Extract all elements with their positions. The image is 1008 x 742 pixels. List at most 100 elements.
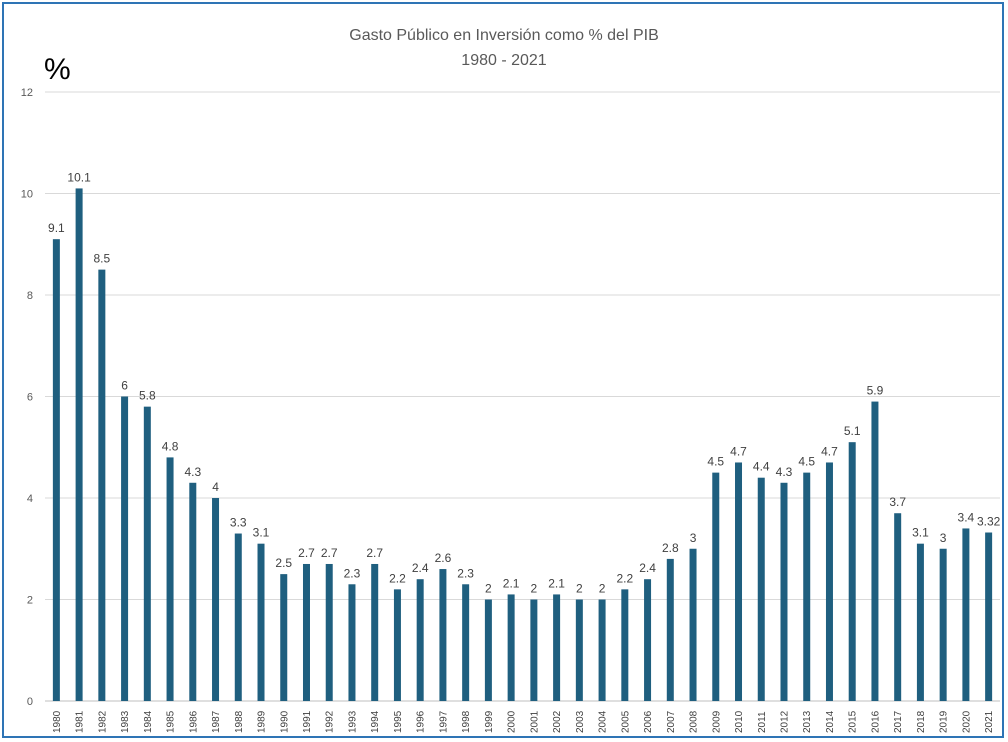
data-label: 2	[531, 582, 538, 596]
bar	[735, 462, 743, 701]
x-tick-label: 2007	[666, 710, 677, 733]
chart-title: Gasto Público en Inversión como % del PI…	[349, 27, 659, 44]
x-tick-label: 2003	[575, 710, 586, 733]
bar	[75, 188, 83, 702]
bar	[803, 472, 811, 701]
x-tick-label: 1991	[302, 710, 313, 733]
x-tick-label: 2019	[939, 710, 950, 733]
x-tick-label: 1985	[166, 710, 177, 733]
bar	[757, 477, 765, 701]
bar	[825, 462, 833, 701]
data-label: 3.7	[889, 495, 906, 509]
x-tick-label: 1990	[279, 710, 290, 733]
data-label: 4.8	[162, 439, 179, 453]
data-label: 2.1	[548, 576, 565, 590]
bar	[939, 548, 947, 701]
x-tick-label: 1996	[416, 710, 427, 733]
data-label: 2.7	[321, 546, 338, 560]
bar	[302, 563, 310, 701]
data-label: 4	[212, 480, 219, 494]
x-tick-label: 1992	[325, 710, 336, 733]
bar	[644, 579, 652, 701]
bar	[598, 599, 606, 701]
x-tick-label: 1989	[257, 710, 268, 733]
x-tick-label: 2017	[893, 710, 904, 733]
bar	[962, 528, 970, 701]
y-tick-label: 8	[27, 290, 33, 302]
data-label: 8.5	[94, 252, 111, 266]
x-tick-label: 2002	[552, 710, 563, 733]
bar	[712, 472, 720, 701]
data-label: 4.3	[776, 465, 793, 479]
data-label: 10.1	[67, 170, 91, 184]
data-label: 3.3	[230, 516, 247, 530]
data-label: 2	[599, 582, 606, 596]
data-label: 4.5	[707, 455, 724, 469]
bar	[985, 532, 993, 701]
y-tick-label: 4	[27, 493, 33, 505]
data-label: 2.4	[412, 561, 429, 575]
bar	[121, 396, 129, 701]
y-tick-label: 0	[27, 696, 33, 708]
data-label: 2.6	[435, 551, 452, 565]
x-tick-label: 2005	[620, 710, 631, 733]
data-label: 4.7	[730, 444, 747, 458]
x-tick-label: 1993	[347, 710, 358, 733]
data-label: 2	[485, 582, 492, 596]
bar	[780, 482, 788, 701]
x-tick-label: 2008	[689, 710, 700, 733]
x-tick-label: 2018	[916, 710, 927, 733]
x-tick-label: 2004	[598, 710, 609, 733]
bar	[462, 584, 470, 701]
x-tick-label: 1994	[370, 710, 381, 733]
x-tick-label: 1999	[484, 710, 495, 733]
bar	[894, 513, 902, 701]
data-label: 3.1	[912, 526, 929, 540]
bar	[371, 563, 379, 701]
x-tick-label: 2015	[848, 710, 859, 733]
x-tick-label: 2011	[757, 711, 768, 733]
x-tick-label: 2006	[643, 710, 654, 733]
data-label: 3.1	[253, 526, 270, 540]
x-tick-label: 1987	[211, 710, 222, 733]
bar	[98, 269, 106, 701]
bar	[689, 548, 697, 701]
data-label: 3.4	[958, 510, 975, 524]
bar	[280, 574, 288, 701]
data-label: 2.7	[366, 546, 383, 560]
bar	[189, 482, 197, 701]
data-label: 4.3	[184, 465, 201, 479]
y-tick-label: 12	[21, 87, 33, 99]
x-tick-label: 2013	[802, 710, 813, 733]
x-tick-label: 2012	[779, 710, 790, 733]
data-label: 6	[121, 379, 128, 393]
bar	[212, 498, 220, 701]
data-label: 5.8	[139, 389, 156, 403]
x-tick-label: 2009	[711, 710, 722, 733]
bar	[416, 579, 424, 701]
data-label: 2.7	[298, 546, 315, 560]
data-label: 3	[940, 531, 947, 545]
bar	[234, 533, 242, 701]
y-tick-label: 10	[21, 189, 33, 201]
x-tick-label: 2020	[961, 710, 972, 733]
data-label: 2.2	[389, 571, 406, 585]
x-tick-label: 2014	[825, 710, 836, 733]
bar	[530, 599, 538, 701]
x-tick-label: 1980	[52, 710, 63, 733]
bar	[553, 594, 561, 701]
x-tick-label: 1986	[188, 710, 199, 733]
data-label: 9.1	[48, 221, 65, 235]
chart-subtitle: 1980 - 2021	[461, 52, 547, 69]
data-label: 5.1	[844, 424, 861, 438]
y-axis-unit-label: %	[44, 53, 71, 86]
bar	[916, 543, 924, 701]
bar	[666, 558, 674, 701]
data-label: 2.2	[616, 571, 633, 585]
x-tick-label: 1981	[75, 710, 86, 733]
data-label: 4.5	[798, 455, 815, 469]
data-label: 4.7	[821, 444, 838, 458]
bar	[484, 599, 492, 701]
bar	[393, 589, 401, 701]
